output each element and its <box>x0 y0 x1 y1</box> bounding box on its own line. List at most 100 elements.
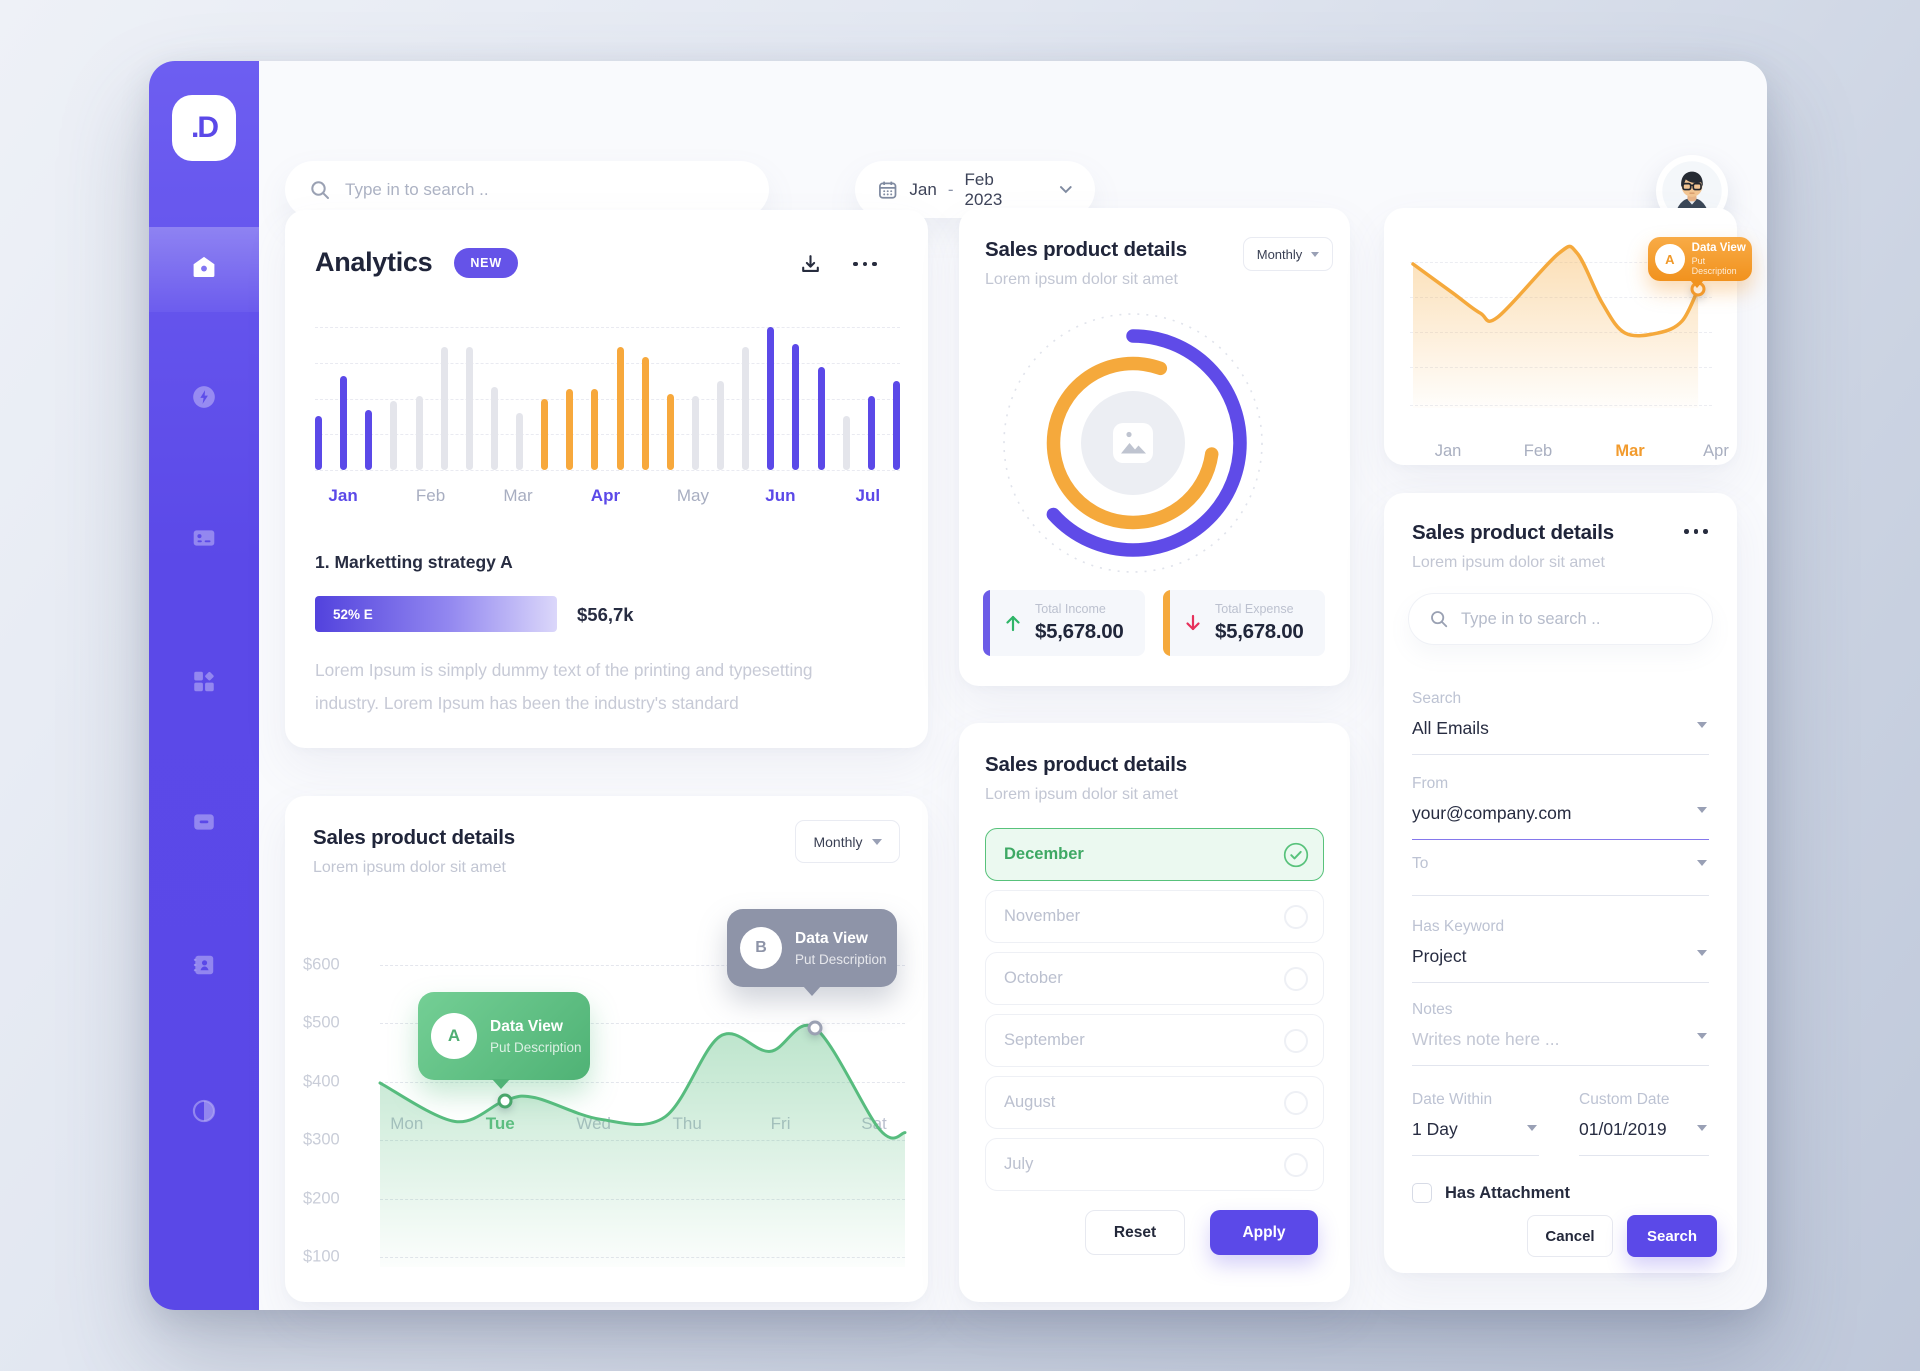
field-search[interactable]: Search All Emails <box>1412 690 1709 755</box>
bar <box>516 412 523 470</box>
sidebar-item-activity[interactable] <box>149 384 259 410</box>
donut-period-dropdown[interactable]: Monthly <box>1243 237 1333 271</box>
field-keyword[interactable]: Has Keyword Project <box>1412 918 1709 983</box>
tooltip-a: A Data View Put Description <box>418 992 590 1089</box>
sidebar-item-archive[interactable] <box>149 809 259 835</box>
sidebar-item-theme-contrast[interactable] <box>149 1098 259 1124</box>
sidebar: .D <box>149 61 259 1310</box>
more-options-button[interactable] <box>853 252 877 276</box>
month-option[interactable]: December <box>985 828 1324 881</box>
analytics-title: Analytics <box>315 247 433 277</box>
bar <box>717 381 724 470</box>
apply-button[interactable]: Apply <box>1210 1210 1318 1255</box>
chevron-down-icon <box>871 838 882 845</box>
donut-chart <box>1003 313 1263 573</box>
y-axis-tick: $600 <box>303 955 340 974</box>
total-expense-tile: Total Expense $5,678.00 <box>1163 590 1325 656</box>
month-tick: Apr <box>590 486 621 505</box>
radio-icon[interactable] <box>1284 1090 1308 1115</box>
field-date-within-label: Date Within <box>1412 1091 1493 1108</box>
email-search-card: Sales product details Lorem ipsum dolor … <box>1384 493 1737 1273</box>
bar <box>767 327 775 470</box>
donut-arc-0 <box>1019 329 1247 557</box>
bar-chart-month-axis: Jan Feb Mar Apr May Jun Jul <box>315 486 900 510</box>
form-search-input[interactable] <box>1461 609 1692 629</box>
gridline <box>315 398 900 400</box>
search-button[interactable]: Search <box>1627 1215 1717 1257</box>
strategy-progress-bar: 52% E <box>315 596 557 632</box>
attachment-checkbox-row[interactable]: Has Attachment <box>1412 1183 1570 1203</box>
field-from-label: From <box>1412 775 1449 792</box>
more-options-button[interactable] <box>1684 529 1708 534</box>
cancel-button[interactable]: Cancel <box>1527 1215 1613 1257</box>
field-keyword-label: Has Keyword <box>1412 918 1505 935</box>
strategy-heading: 1. Marketting strategy A <box>315 552 513 572</box>
field-to[interactable]: To <box>1412 855 1709 896</box>
attachment-label: Has Attachment <box>1445 1183 1570 1202</box>
form-card-subtitle: Lorem ipsum dolor sit amet <box>1412 554 1605 571</box>
analytics-bar-strip <box>315 327 900 470</box>
bar <box>817 367 825 470</box>
strategy-description: Lorem Ipsum is simply dummy text of the … <box>315 660 813 713</box>
bar <box>440 347 448 470</box>
month-option-label: July <box>1004 1155 1034 1173</box>
tooltip-b-title: Data View <box>795 929 868 947</box>
id-card-icon <box>193 530 215 546</box>
mini-chart-card: Jan Feb Mar Apr A Data View Put Description <box>1384 208 1752 465</box>
radio-icon[interactable] <box>1284 1152 1308 1177</box>
form-search-box[interactable] <box>1408 593 1713 645</box>
month-option[interactable]: July <box>985 1138 1324 1191</box>
field-notes[interactable]: Notes Writes note here ... <box>1412 1001 1709 1066</box>
chevron-down-icon <box>1697 807 1707 813</box>
income-value: $5,678.00 <box>1035 620 1124 643</box>
reset-button[interactable]: Reset <box>1085 1210 1185 1255</box>
month-option[interactable]: October <box>985 952 1324 1005</box>
download-icon <box>802 255 819 272</box>
month-option[interactable]: August <box>985 1076 1324 1129</box>
y-axis-tick: $200 <box>303 1189 340 1208</box>
radio-icon[interactable] <box>1284 904 1308 929</box>
arrow-up-icon <box>1006 615 1020 632</box>
month-option-label: August <box>1004 1093 1056 1111</box>
field-from[interactable]: From your@company.com <box>1412 775 1709 840</box>
weekly-period-dropdown[interactable]: Monthly <box>795 820 900 863</box>
month-tick: Jul <box>855 486 881 505</box>
form-card-title: Sales product details <box>1412 521 1615 544</box>
app-logo: .D <box>172 95 236 161</box>
field-date-within-value: 1 Day <box>1412 1119 1458 1139</box>
gridline <box>315 362 900 364</box>
sidebar-item-contacts[interactable] <box>149 952 259 978</box>
tooltip-a-badge: A <box>431 1013 477 1059</box>
progress-label: 52% E <box>333 606 373 622</box>
checkbox-icon[interactable] <box>1412 1183 1432 1203</box>
income-accent-bar <box>983 590 990 656</box>
month-option-label: October <box>1004 969 1063 987</box>
sidebar-item-id-card[interactable] <box>149 525 259 551</box>
bar <box>792 344 800 470</box>
tooltip-a-title: Data View <box>490 1017 563 1035</box>
check-circle-icon <box>1283 842 1309 867</box>
global-search[interactable] <box>285 161 769 218</box>
sidebar-item-home[interactable] <box>149 227 259 312</box>
x-axis-tick: Feb <box>1523 442 1553 460</box>
bar <box>415 395 423 470</box>
download-button[interactable] <box>798 252 823 282</box>
month-option[interactable]: November <box>985 890 1324 943</box>
date-separator: - <box>947 179 954 199</box>
analytics-card: Analytics NEW Jan Feb Mar Apr May Jun Jul 1. M… <box>285 210 928 748</box>
bar <box>566 388 574 470</box>
sidebar-item-apps[interactable] <box>149 668 259 694</box>
y-axis-tick: $100 <box>303 1247 340 1266</box>
bar <box>892 381 900 470</box>
weekly-sales-card: Sales product details Lorem ipsum dolor … <box>285 796 928 1302</box>
data-point-marker <box>497 1093 513 1108</box>
field-custom-date[interactable]: Custom Date 01/01/2019 <box>1579 1091 1709 1156</box>
month-tick: Jan <box>328 486 358 505</box>
search-input[interactable] <box>345 179 745 200</box>
field-date-within[interactable]: Date Within 1 Day <box>1412 1091 1539 1156</box>
month-option-label: September <box>1004 1031 1085 1049</box>
month-option[interactable]: September <box>985 1014 1324 1067</box>
field-from-value: your@company.com <box>1412 803 1572 823</box>
radio-icon[interactable] <box>1284 966 1308 991</box>
radio-icon[interactable] <box>1284 1028 1308 1053</box>
